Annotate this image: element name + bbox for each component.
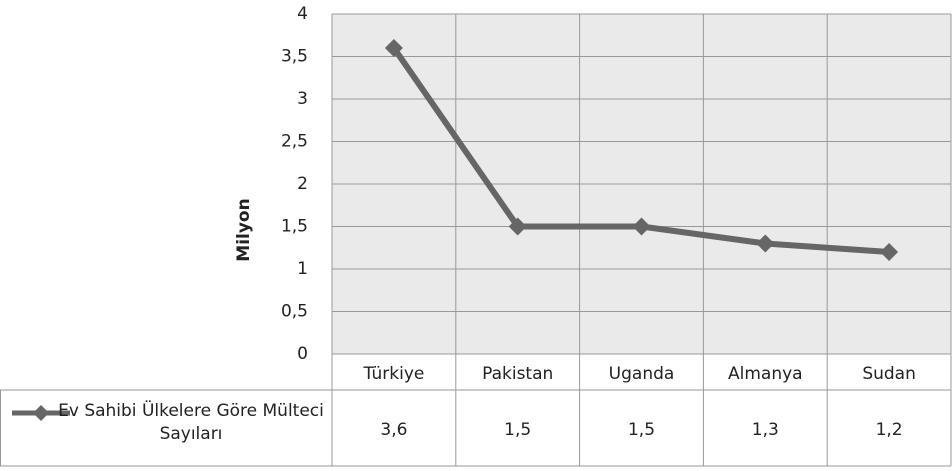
y-tick-label: 4 xyxy=(297,4,308,24)
y-tick-label: 1,5 xyxy=(281,217,308,237)
legend-text: Ev Sahibi Ülkelere Göre Mülteci Sayıları xyxy=(58,401,324,444)
y-tick-label: 0 xyxy=(297,344,308,364)
legend-marker xyxy=(33,405,49,421)
data-label: 1,2 xyxy=(876,420,903,440)
x-tick-label: Türkiye xyxy=(362,364,424,384)
y-tick-label: 3 xyxy=(297,89,308,109)
point-marker xyxy=(508,217,527,236)
data-label: 1,5 xyxy=(504,420,531,440)
data-label: 1,5 xyxy=(628,420,655,440)
x-tick-label: Uganda xyxy=(609,364,675,384)
x-tick-label: Pakistan xyxy=(482,364,553,384)
y-tick-label: 2,5 xyxy=(281,132,308,152)
x-tick-label: Sudan xyxy=(862,364,916,384)
legend-entry: Ev Sahibi Ülkelere Göre Mülteci Sayıları xyxy=(58,401,324,444)
point-marker xyxy=(632,217,651,236)
point-marker xyxy=(384,39,403,57)
point-marker xyxy=(756,234,775,253)
y-tick-label: 2 xyxy=(297,174,308,194)
y-tick-label: 3,5 xyxy=(281,47,308,67)
y-tick-label: 0,5 xyxy=(281,302,308,322)
data-label: 1,3 xyxy=(752,420,779,440)
point-marker xyxy=(880,243,899,261)
x-tick-label: Almanya xyxy=(728,364,803,384)
data-label: 3,6 xyxy=(380,420,407,440)
y-axis-label: Milyon xyxy=(234,198,254,261)
y-tick-label: 1 xyxy=(297,259,308,279)
